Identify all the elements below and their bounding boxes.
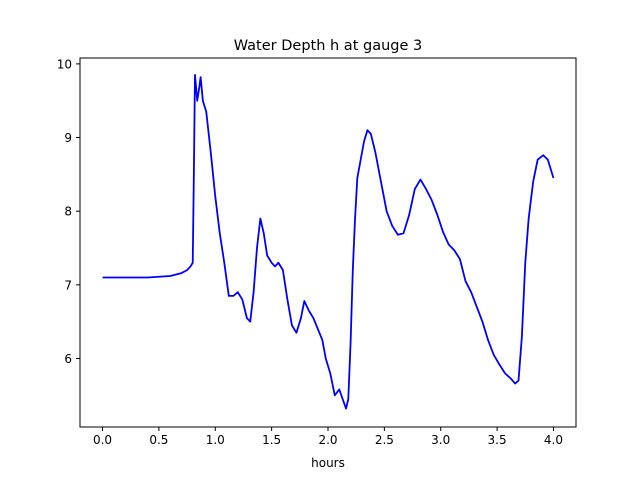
x-tick-label: 0.0: [93, 433, 112, 447]
x-axis-title: hours: [311, 456, 345, 470]
x-tick-label: 1.0: [206, 433, 225, 447]
y-tick-label: 8: [64, 205, 72, 219]
y-tick-label: 10: [57, 57, 72, 71]
x-tick-label: 0.5: [149, 433, 168, 447]
x-tick-label: 2.0: [318, 433, 337, 447]
series-line-0: [102, 74, 555, 410]
chart-title: Water Depth h at gauge 3: [234, 38, 422, 54]
y-tick-label: 6: [64, 352, 72, 366]
x-tick-label: 3.5: [488, 433, 507, 447]
x-tick-label: 2.5: [375, 433, 394, 447]
y-tick-label: 9: [64, 131, 72, 145]
x-tick-label: 4.0: [544, 433, 563, 447]
x-tick-label: 3.0: [431, 433, 450, 447]
x-tick-label: 1.5: [262, 433, 281, 447]
y-tick-label: 7: [64, 278, 72, 292]
plot-area: 0.0 0.5 1.0 1.5 2.0 2.5 3.0 3.5 4.0 6 7 8 9 10: [57, 57, 577, 447]
